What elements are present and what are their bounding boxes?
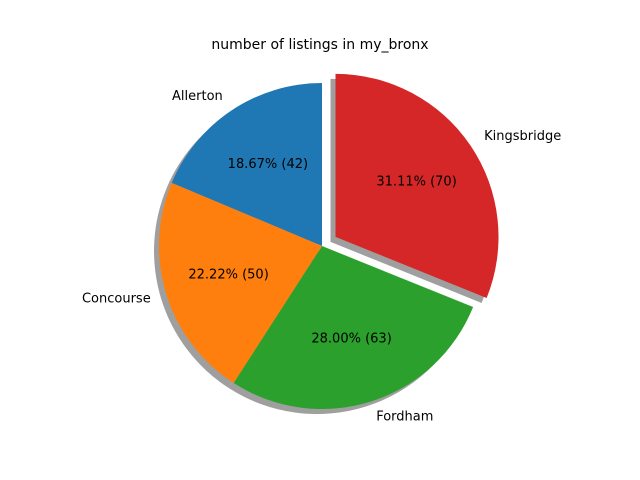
slice-percent-concourse: 22.22% (50)	[188, 267, 268, 282]
slice-percent-kingsbridge: 31.11% (70)	[376, 175, 456, 190]
pie-slice-concourse	[159, 182, 322, 384]
pie-slice-allerton	[171, 83, 322, 246]
slice-label-allerton: Allerton	[172, 89, 223, 104]
pie-slice-fordham	[233, 246, 474, 410]
slice-label-concourse: Concourse	[82, 292, 151, 307]
slice-layer	[159, 73, 499, 410]
slice-label-fordham: Fordham	[376, 409, 433, 424]
slice-percent-fordham: 28.00% (63)	[311, 332, 391, 347]
label-layer: Allerton 18.67% (42) Concourse 22.22% (50) F…	[82, 89, 561, 424]
pie-slice-kingsbridge	[335, 73, 499, 298]
slice-percent-allerton: 18.67% (42)	[228, 157, 308, 172]
slice-label-kingsbridge: Kingsbridge	[484, 129, 561, 144]
chart-title: number of listings in my_bronx	[211, 37, 428, 53]
